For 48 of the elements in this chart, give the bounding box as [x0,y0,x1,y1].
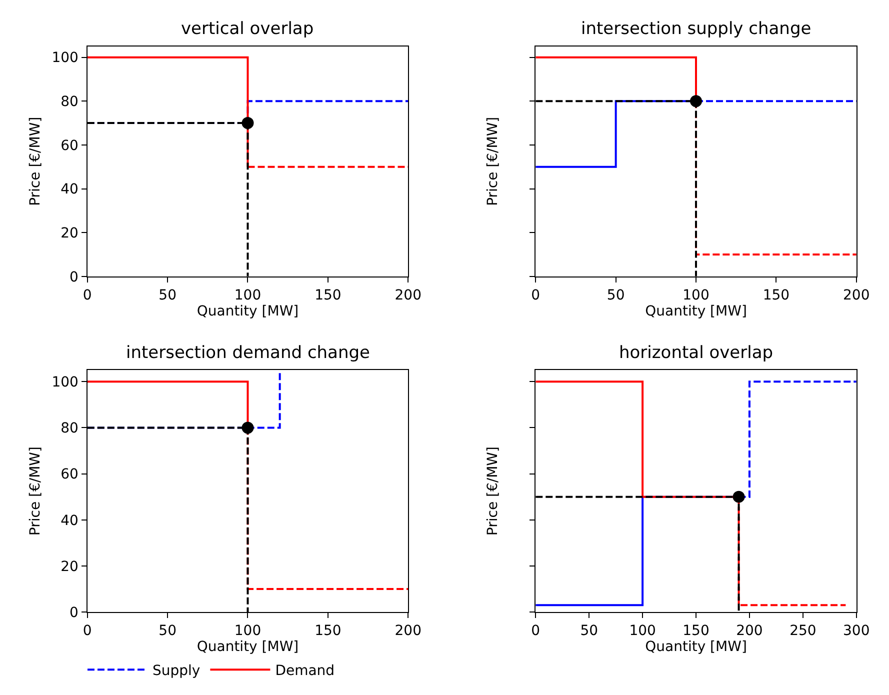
chart-title: intersection demand change [126,343,370,363]
x-tick-label: 200 [843,287,870,304]
y-tick-label: 80 [60,94,78,110]
x-tick-label: 200 [736,622,763,639]
chart-title: horizontal overlap [619,343,774,363]
legend-label: Demand [275,663,335,680]
y-tick-label: 40 [60,182,78,198]
x-axis-title: Quantity [MW] [645,638,747,655]
x-tick-label: 200 [394,287,422,304]
x-tick-label: 0 [531,287,540,304]
y-axis-title: Price [€/MW] [485,446,502,536]
x-tick-label: 0 [531,622,540,639]
y-tick-label: 40 [60,512,78,529]
y-tick-label: 60 [60,138,78,154]
y-tick-label: 0 [70,269,78,286]
y-tick-label: 20 [60,225,78,242]
y-tick-label: 60 [60,466,78,483]
x-tick-label: 200 [394,622,422,639]
legend-label: Supply [152,663,200,680]
x-tick-label: 100 [682,287,710,304]
y-tick-label: 20 [60,558,78,575]
y-tick-label: 100 [52,374,78,391]
x-tick-label: 100 [234,287,262,304]
y-axis-title: Price [€/MW] [27,116,44,206]
x-tick-label: 250 [790,622,816,639]
y-tick-label: 100 [52,50,78,66]
x-tick-label: 100 [234,622,262,639]
y-tick-label: 0 [70,604,78,621]
x-tick-label: 50 [158,622,176,639]
x-tick-label: 0 [82,287,92,304]
y-tick-label: 80 [60,420,78,437]
x-tick-label: 300 [843,622,870,639]
x-tick-label: 50 [580,622,598,639]
x-tick-label: 0 [82,622,92,639]
x-tick-label: 150 [314,622,342,639]
x-axis-title: Quantity [MW] [645,303,747,320]
y-axis-title: Price [€/MW] [485,116,502,206]
x-axis-title: Quantity [MW] [196,303,299,320]
chart-title: intersection supply change [581,19,812,39]
x-tick-label: 50 [158,287,176,304]
y-axis-title: Price [€/MW] [27,446,44,536]
x-tick-label: 50 [606,287,625,304]
chart-title: vertical overlap [181,19,314,39]
x-tick-label: 100 [629,622,656,639]
x-axis-title: Quantity [MW] [196,638,299,655]
x-tick-label: 150 [762,287,790,304]
x-tick-label: 150 [682,622,710,639]
x-tick-label: 150 [314,287,342,304]
